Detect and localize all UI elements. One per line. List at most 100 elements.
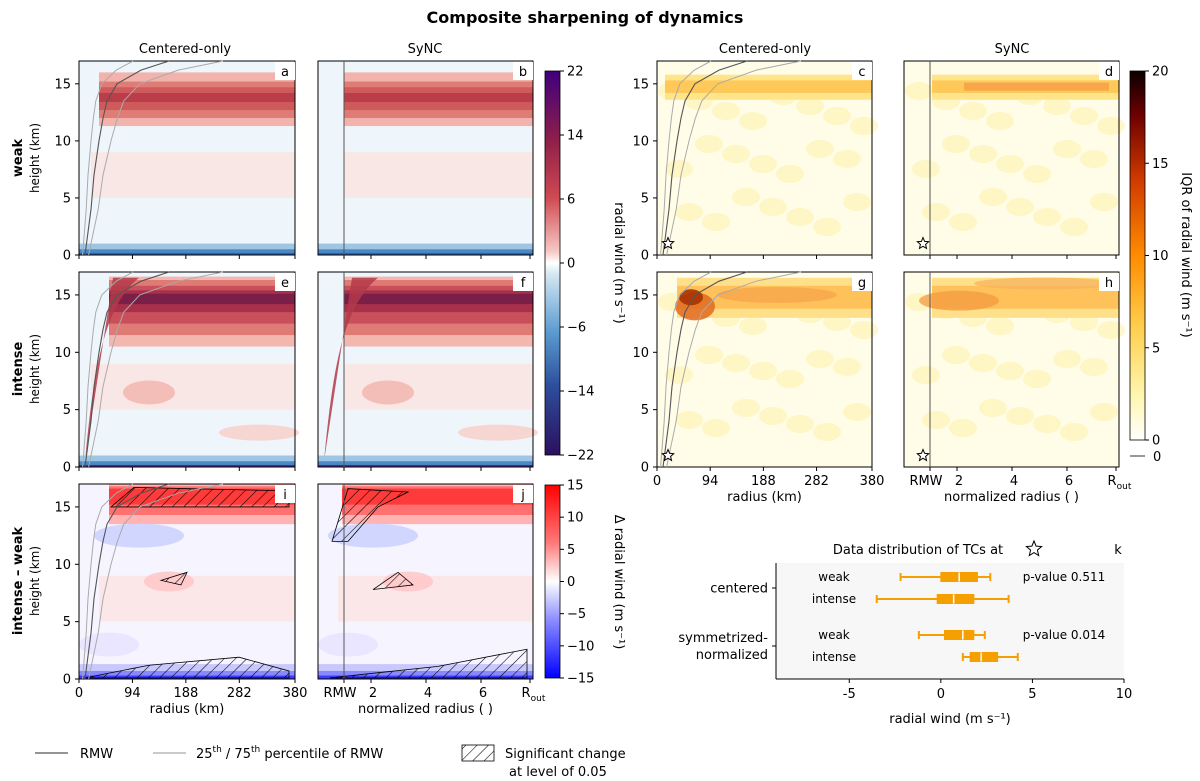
box-series-label: weak bbox=[818, 570, 850, 584]
colorbar-tick-label: 20 bbox=[1152, 65, 1169, 80]
x-tick-label: 6 bbox=[1065, 474, 1073, 489]
rmw-percentile-line bbox=[660, 271, 712, 468]
iqr-colorbar bbox=[1129, 70, 1146, 441]
field-band bbox=[344, 92, 533, 103]
rmw-percentile-line bbox=[82, 483, 134, 680]
panel-letter: g bbox=[858, 276, 866, 291]
contour-field bbox=[78, 60, 296, 256]
field-band bbox=[318, 464, 533, 467]
x-tick-label-sub: out bbox=[1117, 482, 1132, 492]
x-tick-label: R bbox=[1107, 474, 1116, 489]
box-series-label: weak bbox=[818, 628, 850, 642]
panel-letter: f bbox=[521, 276, 526, 291]
rmw-percentile-line bbox=[88, 60, 224, 256]
group-label: centered bbox=[710, 582, 768, 597]
panel-letter: h bbox=[1105, 276, 1113, 291]
field-band bbox=[79, 461, 295, 467]
field-feature bbox=[912, 160, 940, 178]
colorbar-tick-label: −15 bbox=[567, 672, 594, 687]
legend-significance-label: at level of 0.05 bbox=[509, 765, 607, 780]
field-band bbox=[338, 575, 533, 622]
field-feature bbox=[732, 188, 760, 206]
x-tick-label: 282 bbox=[227, 686, 252, 701]
y-tick-label: 15 bbox=[54, 77, 71, 92]
field-feature bbox=[123, 380, 175, 405]
panel-letter: a bbox=[281, 65, 289, 80]
x-tick-label: 380 bbox=[283, 686, 308, 701]
y-tick-label: 0 bbox=[641, 461, 649, 476]
y-tick-label: 0 bbox=[63, 461, 71, 476]
contour-field bbox=[656, 271, 878, 468]
colorbar-tick-label: 14 bbox=[567, 129, 584, 144]
x-tick-label: 4 bbox=[424, 686, 432, 701]
x-axis-label: normalized radius ( ) bbox=[358, 702, 493, 717]
row-axis-label: height (km) bbox=[28, 334, 42, 404]
field-feature bbox=[739, 317, 767, 335]
rmw-percentile-line bbox=[82, 271, 134, 468]
star-marker bbox=[661, 448, 675, 462]
field-feature bbox=[823, 107, 851, 125]
field-feature bbox=[324, 277, 378, 462]
y-tick-label: 10 bbox=[54, 346, 71, 361]
y-tick-label: 0 bbox=[63, 673, 71, 688]
field-feature bbox=[759, 407, 787, 425]
field-feature bbox=[759, 198, 787, 216]
group-label: normalized bbox=[696, 648, 768, 663]
field-feature bbox=[776, 370, 804, 388]
field-feature bbox=[813, 218, 841, 236]
x-axis-label: radius (km) bbox=[727, 490, 802, 505]
panel-frame bbox=[656, 271, 873, 468]
colorbar-label: radial wind (m s⁻¹) bbox=[611, 202, 626, 324]
colorbar-tick-label: −5 bbox=[567, 607, 586, 622]
colorbar-label: Δ radial wind (m s⁻¹) bbox=[611, 515, 626, 650]
y-tick-label: 10 bbox=[632, 134, 649, 149]
field-feature bbox=[1097, 321, 1125, 339]
colorbar-tick-label: 5 bbox=[567, 543, 575, 558]
field-feature bbox=[905, 82, 933, 100]
legend-significance-label: Significant change bbox=[505, 747, 626, 762]
field-feature bbox=[219, 424, 299, 441]
field-feature bbox=[1053, 140, 1081, 158]
field-feature bbox=[986, 112, 1014, 130]
rmw-percentile-line bbox=[88, 483, 224, 680]
colorbar-tick-label: 0 bbox=[567, 257, 575, 272]
rmw-line bbox=[662, 60, 748, 256]
field-feature bbox=[1080, 150, 1108, 168]
field-feature bbox=[739, 112, 767, 130]
box bbox=[944, 630, 975, 640]
field-feature bbox=[919, 290, 999, 311]
contour-field bbox=[317, 60, 534, 256]
colorbar-tick-label: 5 bbox=[1152, 341, 1160, 356]
panel-letter-bg bbox=[513, 485, 533, 503]
field-feature bbox=[833, 358, 861, 376]
significance-hatch bbox=[329, 648, 528, 679]
rmw-line bbox=[84, 271, 170, 468]
field-feature bbox=[1060, 218, 1088, 236]
field-feature bbox=[850, 117, 878, 135]
panel-letter-bg bbox=[513, 273, 533, 291]
panel-letter: k bbox=[1114, 543, 1122, 558]
field-feature bbox=[843, 403, 871, 421]
p-value-label: p-value 0.511 bbox=[1023, 570, 1106, 584]
row-axis-label: height (km) bbox=[28, 123, 42, 193]
field-feature bbox=[922, 203, 950, 221]
significance-hatch bbox=[159, 571, 188, 586]
field-band bbox=[318, 461, 533, 467]
significance-hatch bbox=[84, 656, 290, 679]
x-tick-label: 0 bbox=[937, 687, 945, 702]
x-tick-label: -5 bbox=[843, 687, 856, 702]
field-feature bbox=[1060, 423, 1088, 441]
y-tick-label: 10 bbox=[632, 346, 649, 361]
field-feature bbox=[806, 350, 834, 368]
field-feature bbox=[85, 277, 139, 462]
field-feature bbox=[786, 415, 814, 433]
y-tick-label: 5 bbox=[63, 403, 71, 418]
y-tick-label: 15 bbox=[54, 500, 71, 515]
field-feature bbox=[996, 362, 1024, 380]
panel-letter: j bbox=[520, 488, 525, 503]
colorbar-tick-label: 10 bbox=[1152, 249, 1169, 264]
field-feature bbox=[806, 140, 834, 158]
colorbar-tick-label: −14 bbox=[567, 385, 594, 400]
x-tick-label: RMW bbox=[909, 474, 942, 489]
field-band bbox=[344, 293, 533, 305]
